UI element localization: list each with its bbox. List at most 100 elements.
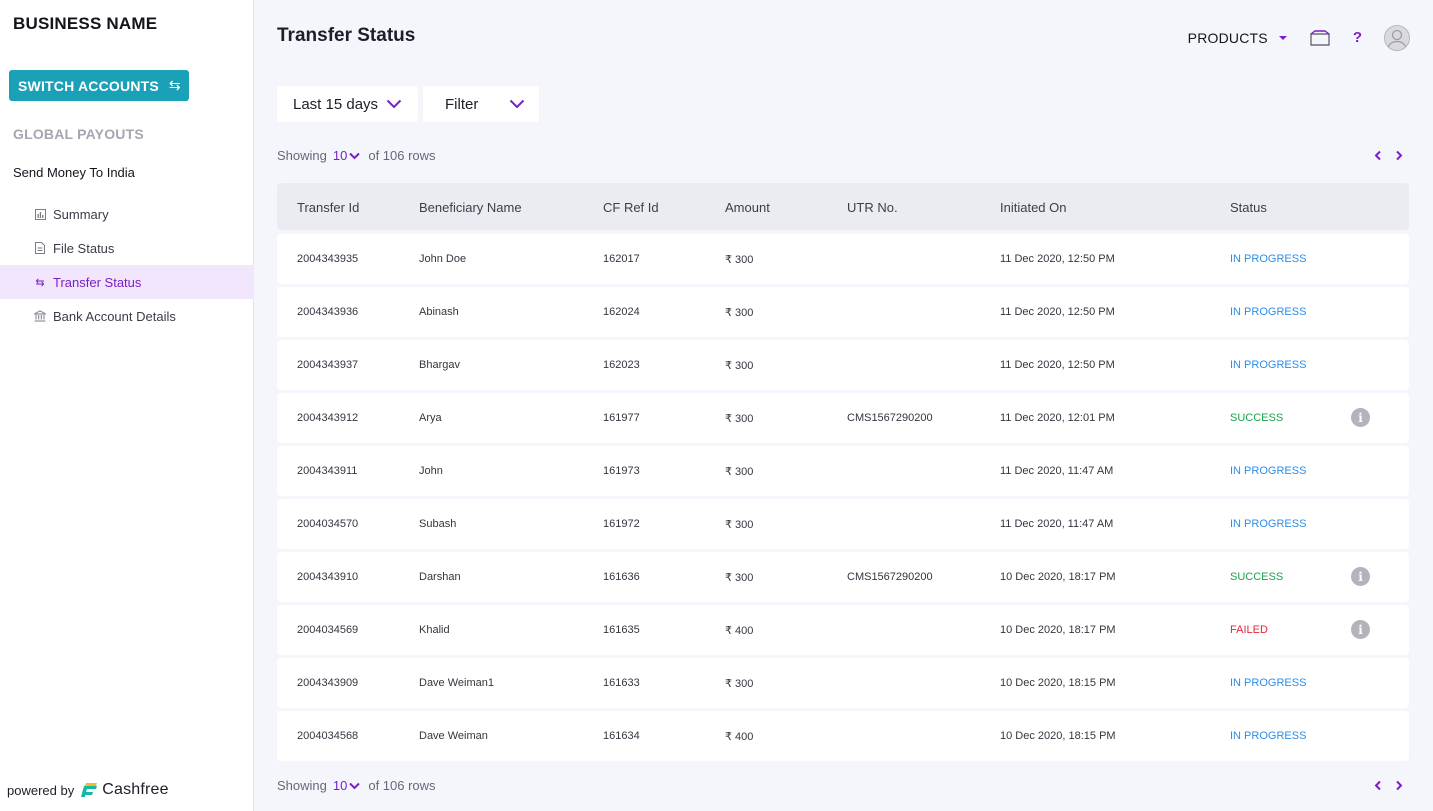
swap-icon: ⇆: [168, 77, 181, 93]
cf-ref-cell: 161634: [603, 730, 640, 742]
table-row[interactable]: 2004343910 Darshan 161636 ₹ 300 CMS156729020…: [277, 552, 1409, 602]
amount-cell: ₹ 300: [725, 360, 754, 372]
filter-bar: Last 15 days Filter: [277, 86, 539, 122]
filter-label: Filter: [445, 95, 479, 113]
sidebar-item-transfer-status[interactable]: ⇆ Transfer Status: [0, 265, 254, 299]
chevron-down-icon: [509, 99, 525, 109]
table-row[interactable]: 2004343935 John Doe 162017 ₹ 300 11 Dec 2020…: [277, 234, 1409, 284]
table-header: Transfer Id Beneficiary Name CF Ref Id A…: [277, 183, 1409, 230]
avatar-icon: [1384, 24, 1410, 51]
page-size-select[interactable]: 10: [333, 148, 361, 163]
sidebar-item-file-status[interactable]: File Status: [0, 231, 254, 265]
sidebar-item-summary[interactable]: Summary: [0, 197, 254, 231]
amount-cell: ₹ 400: [725, 625, 754, 637]
cf-ref-cell: 161635: [603, 624, 640, 636]
status-badge: IN PROGRESS: [1230, 518, 1307, 530]
chevron-right-icon: [1396, 150, 1403, 161]
prev-page-button[interactable]: [1374, 150, 1382, 161]
pager-bottom: [1374, 780, 1403, 791]
file-icon: [34, 242, 46, 254]
showing-label: Showing: [277, 778, 327, 793]
cf-ref-cell: 161633: [603, 677, 640, 689]
column-header[interactable]: UTR No.: [847, 200, 898, 215]
products-menu[interactable]: PRODUCTS: [1188, 30, 1287, 46]
transfer-id-cell: 2004343911: [297, 465, 358, 477]
rows-summary-bottom: Showing 10 of 106 rows: [277, 778, 436, 793]
table-row[interactable]: 2004034569 Khalid 161635 ₹ 400 10 Dec 2020, …: [277, 605, 1409, 655]
powered-by: powered by Cashfree: [7, 781, 169, 799]
beneficiary-cell: Abinash: [419, 306, 459, 318]
beneficiary-cell: Dave Weiman: [419, 730, 488, 742]
business-name: BUSINESS NAME: [13, 14, 158, 33]
chevron-right-icon: [1396, 780, 1403, 791]
column-header[interactable]: Beneficiary Name: [419, 200, 522, 215]
powered-by-text: powered by: [7, 782, 75, 798]
chevron-down-icon: [386, 99, 402, 109]
table-row[interactable]: 2004343911 John 161973 ₹ 300 11 Dec 2020, 11…: [277, 446, 1409, 496]
cf-ref-cell: 161973: [603, 465, 640, 477]
transfer-id-cell: 2004343910: [297, 571, 359, 583]
cf-ref-cell: 161636: [603, 571, 640, 583]
nav-group-title[interactable]: Send Money To India: [13, 165, 135, 180]
transfer-id-cell: 2004034569: [297, 624, 359, 636]
next-page-button[interactable]: [1395, 150, 1403, 161]
table-row[interactable]: 2004343936 Abinash 162024 ₹ 300 11 Dec 2020,…: [277, 287, 1409, 337]
beneficiary-cell: Dave Weiman1: [419, 677, 494, 689]
beneficiary-cell: Darshan: [419, 571, 461, 583]
transfer-id-cell: 2004034570: [297, 518, 359, 530]
info-icon[interactable]: i: [1351, 567, 1370, 586]
amount-cell: ₹ 400: [725, 731, 754, 743]
beneficiary-cell: Khalid: [419, 624, 450, 636]
switch-accounts-button[interactable]: SWITCH ACCOUNTS ⇆: [9, 70, 189, 101]
status-badge: SUCCESS: [1230, 412, 1284, 424]
brand-name: Cashfree: [102, 781, 169, 798]
sidebar-item-bank-account-details[interactable]: Bank Account Details: [0, 299, 254, 333]
briefcase-icon[interactable]: [1309, 29, 1331, 47]
sidebar-item-label: Transfer Status: [53, 274, 142, 290]
table-row[interactable]: 2004343909 Dave Weiman1 161633 ₹ 300 10 Dec …: [277, 658, 1409, 708]
column-header[interactable]: Status: [1230, 200, 1267, 215]
table-row[interactable]: 2004343912 Arya 161977 ₹ 300 CMS1567290200 11…: [277, 393, 1409, 443]
initiated-on-cell: 10 Dec 2020, 18:17 PM: [1000, 571, 1116, 583]
beneficiary-cell: John Doe: [419, 253, 467, 265]
transfer-id-cell: 2004343935: [297, 253, 359, 265]
prev-page-button[interactable]: [1374, 780, 1382, 791]
chevron-down-icon: [349, 782, 361, 789]
help-icon[interactable]: ?: [1352, 29, 1362, 46]
initiated-on-cell: 11 Dec 2020, 12:50 PM: [1000, 253, 1115, 265]
switch-accounts-label: SWITCH ACCOUNTS: [18, 77, 159, 94]
table-row[interactable]: 2004343937 Bhargav 162023 ₹ 300 11 Dec 2020,…: [277, 340, 1409, 390]
beneficiary-cell: John: [419, 465, 443, 477]
status-badge: IN PROGRESS: [1230, 730, 1307, 742]
caret-down-icon: [1278, 35, 1287, 40]
transfer-id-cell: 2004343909: [297, 677, 359, 689]
info-icon[interactable]: i: [1351, 408, 1370, 427]
column-header[interactable]: Initiated On: [1000, 200, 1067, 215]
column-header[interactable]: CF Ref Id: [603, 200, 659, 215]
status-badge: IN PROGRESS: [1230, 359, 1307, 371]
date-range-dropdown[interactable]: Last 15 days: [277, 86, 418, 122]
table-row[interactable]: 2004034570 Subash 161972 ₹ 300 11 Dec 2020, …: [277, 499, 1409, 549]
products-label: PRODUCTS: [1187, 29, 1268, 46]
amount-cell: ₹ 300: [725, 413, 754, 425]
table-row[interactable]: 2004034568 Dave Weiman 161634 ₹ 400 10 Dec 2…: [277, 711, 1409, 761]
user-avatar[interactable]: [1384, 24, 1410, 51]
page-size-value: 10: [332, 778, 348, 793]
next-page-button[interactable]: [1395, 780, 1403, 791]
date-range-label: Last 15 days: [293, 95, 379, 113]
initiated-on-cell: 11 Dec 2020, 11:47 AM: [1000, 465, 1114, 477]
page-size-select[interactable]: 10: [332, 778, 361, 793]
status-badge: FAILED: [1230, 624, 1268, 636]
amount-cell: ₹ 300: [725, 572, 754, 584]
column-header[interactable]: Transfer Id: [297, 200, 360, 215]
filter-dropdown[interactable]: Filter: [423, 86, 539, 122]
amount-cell: ₹ 300: [725, 307, 754, 319]
amount-cell: ₹ 300: [725, 678, 754, 690]
info-icon[interactable]: i: [1351, 620, 1370, 639]
column-header[interactable]: Amount: [725, 200, 770, 215]
topbar: PRODUCTS ?: [1188, 24, 1410, 51]
pager-top: [1374, 150, 1403, 161]
cf-ref-cell: 161977: [603, 412, 640, 424]
transfer-id-cell: 2004343936: [297, 306, 359, 318]
transfer-id-cell: 2004343912: [297, 412, 359, 424]
